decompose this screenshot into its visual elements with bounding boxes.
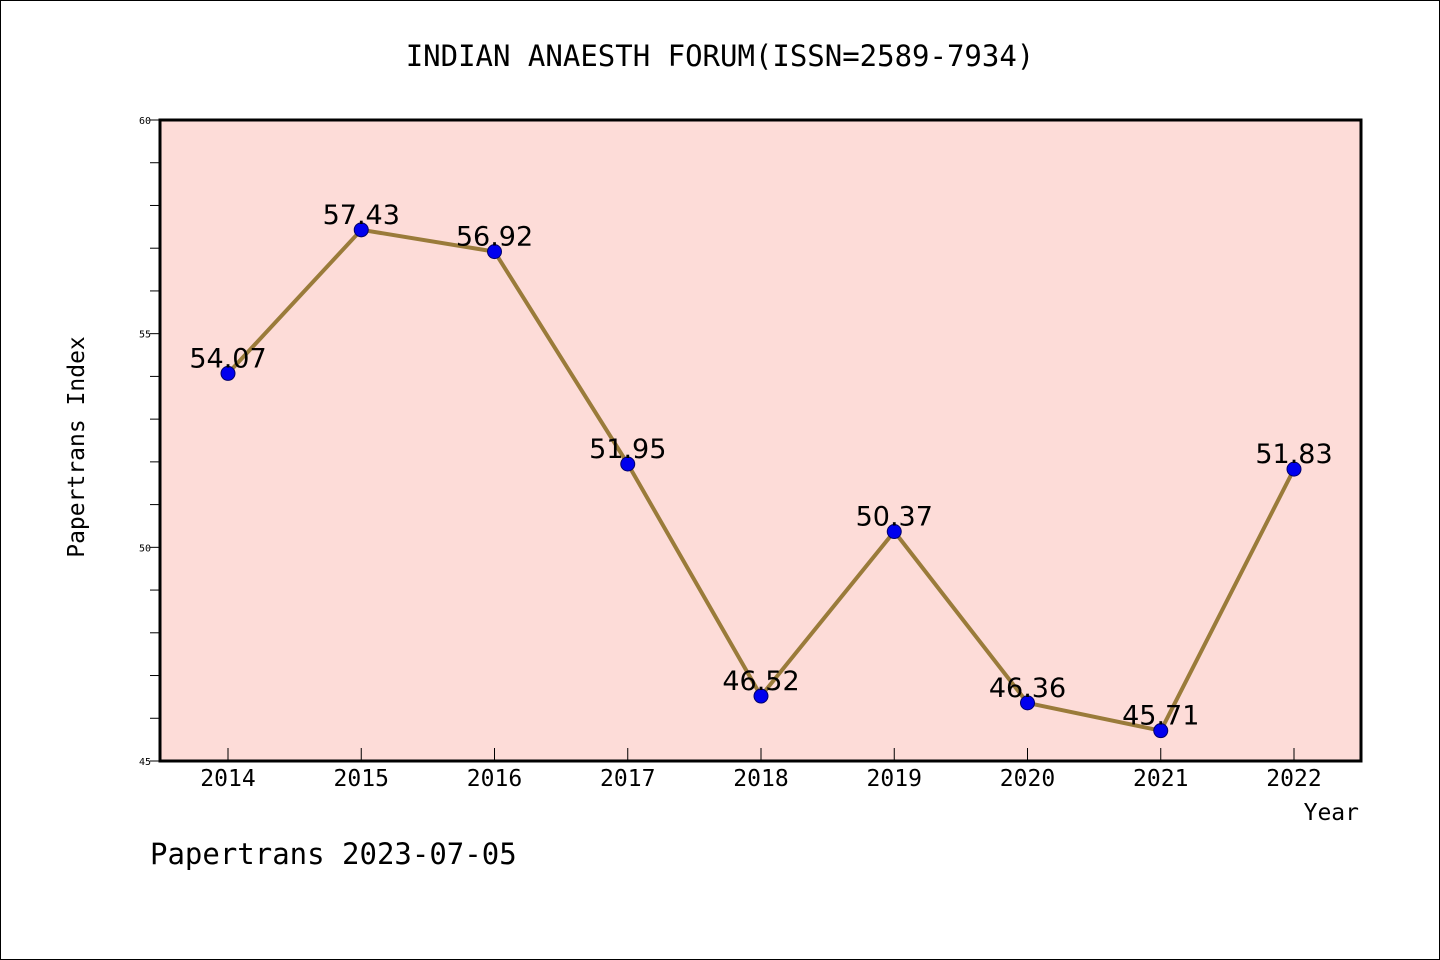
y-tick-label: 55	[139, 330, 151, 341]
data-point	[1020, 695, 1035, 711]
data-points	[220, 222, 1302, 739]
data-point	[487, 244, 502, 260]
chart-title: INDIAN ANAESTH FORUM(ISSN=2589-7934)	[406, 39, 1035, 73]
data-point	[220, 365, 236, 381]
x-tick-label: 2017	[600, 766, 655, 792]
data-point	[1286, 461, 1302, 477]
y-axis-label: Papertrans Index	[64, 336, 90, 558]
x-tick-label: 2018	[733, 766, 788, 792]
data-label: 56.92	[456, 222, 533, 253]
data-label: 57.43	[323, 200, 400, 231]
data-label: 51.83	[1255, 439, 1332, 470]
x-tick-label: 2016	[467, 766, 522, 792]
data-label: 46.36	[989, 673, 1066, 704]
y-tick-label: 45	[139, 757, 151, 768]
x-axis-label: Year	[1304, 800, 1359, 826]
data-label: 45.71	[1122, 701, 1199, 732]
data-labels: 54.07 57.43 56.92 51.95 46.52 50.37 46.36 45.71…	[189, 200, 1332, 732]
x-tick-label: 2020	[1000, 766, 1055, 792]
data-point	[753, 688, 769, 704]
data-point	[1153, 723, 1169, 739]
x-tick-label: 2019	[867, 766, 922, 792]
plot-border	[158, 118, 1363, 763]
x-tick-label: 2022	[1266, 766, 1321, 792]
x-axis: 2014 2015 2016 2017 2018 2019 2020 2021 2022	[200, 748, 1322, 792]
x-tick-label: 2015	[334, 766, 389, 792]
x-tick-label: 2021	[1133, 766, 1188, 792]
data-point	[353, 222, 369, 238]
y-tick-label: 60	[139, 116, 151, 127]
data-point	[886, 524, 902, 540]
footer-stamp: Papertrans 2023-07-05	[150, 837, 517, 871]
y-axis: 45 50 55 60	[139, 116, 160, 768]
data-label: 50.37	[856, 502, 933, 533]
x-tick-label: 2014	[200, 766, 255, 792]
data-label: 51.95	[589, 434, 666, 465]
data-label: 46.52	[722, 666, 799, 697]
data-point	[620, 456, 636, 472]
data-label: 54.07	[189, 343, 266, 374]
y-tick-label: 50	[139, 543, 151, 554]
